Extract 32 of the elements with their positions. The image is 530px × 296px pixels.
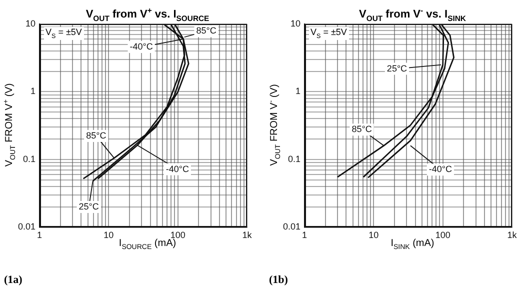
annotation: -40°C bbox=[166, 164, 190, 174]
y-tick-label: 0.01 bbox=[18, 222, 36, 232]
x-axis-title: I$_{SOURCE}$ (mA) bbox=[118, 238, 176, 251]
annotation: 25°C bbox=[78, 202, 100, 212]
x-tick-label: 100 bbox=[170, 230, 186, 240]
y-tick-label: 1 bbox=[30, 86, 36, 96]
annotation: 25°C bbox=[386, 63, 408, 74]
x-tick-label: 1k bbox=[507, 230, 518, 240]
x-tick-label: 1k bbox=[242, 230, 252, 240]
y-tick-label: 0.1 bbox=[288, 154, 301, 164]
text: (1a) bbox=[4, 274, 22, 286]
x-tick-label: 10 bbox=[368, 230, 379, 240]
y-tick-label: 0.1 bbox=[23, 154, 36, 164]
x-tick-label: 10 bbox=[104, 230, 114, 240]
chart-title: V$_{OUT}$ from V$^{-}$ vs. I$_{SINK}$ bbox=[359, 6, 466, 23]
annotation: V$_{S}$ = ±5V bbox=[308, 27, 349, 40]
text: (1b) bbox=[269, 274, 288, 286]
annotation: 85°C bbox=[196, 26, 217, 36]
annotation: -40°C bbox=[130, 42, 154, 52]
annotation: 85°C bbox=[352, 124, 372, 134]
x-tick-label: 1 bbox=[37, 230, 42, 240]
x-axis-title: I$_{SINK}$ (mA) bbox=[390, 238, 434, 251]
annotation: V$_{S}$ = ±5V bbox=[44, 27, 84, 40]
chart-title: V$_{OUT}$ from V$^{+}$ vs. I$_{SOURCE}$ bbox=[86, 6, 210, 23]
annotation: -40°C bbox=[428, 164, 452, 174]
y-tick-label: 10 bbox=[290, 18, 301, 28]
x-tick-label: 100 bbox=[435, 230, 450, 240]
x-tick-label: 1 bbox=[302, 230, 308, 240]
y-tick-label: 0.01 bbox=[282, 222, 301, 232]
y-tick-label: 1 bbox=[296, 86, 301, 96]
annotation: 85°C bbox=[86, 130, 107, 141]
y-tick-label: 10 bbox=[26, 18, 36, 28]
